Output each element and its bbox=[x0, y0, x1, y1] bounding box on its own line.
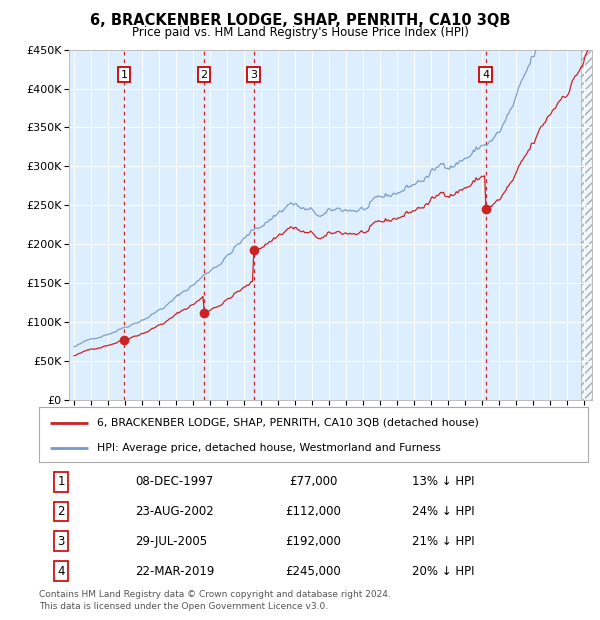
Text: 3: 3 bbox=[57, 535, 65, 547]
Text: 1: 1 bbox=[57, 476, 65, 488]
Text: 29-JUL-2005: 29-JUL-2005 bbox=[135, 535, 207, 547]
Text: 23-AUG-2002: 23-AUG-2002 bbox=[135, 505, 214, 518]
Text: 2: 2 bbox=[200, 69, 208, 79]
Bar bbox=[581, 50, 592, 400]
Text: £192,000: £192,000 bbox=[286, 535, 341, 547]
Text: 21% ↓ HPI: 21% ↓ HPI bbox=[412, 535, 475, 547]
Text: 13% ↓ HPI: 13% ↓ HPI bbox=[412, 476, 475, 488]
Text: 3: 3 bbox=[250, 69, 257, 79]
Text: 6, BRACKENBER LODGE, SHAP, PENRITH, CA10 3QB: 6, BRACKENBER LODGE, SHAP, PENRITH, CA10… bbox=[90, 13, 510, 29]
Text: £77,000: £77,000 bbox=[289, 476, 338, 488]
Text: £112,000: £112,000 bbox=[286, 505, 341, 518]
Text: 2: 2 bbox=[57, 505, 65, 518]
Text: HPI: Average price, detached house, Westmorland and Furness: HPI: Average price, detached house, West… bbox=[97, 443, 440, 453]
Text: Contains HM Land Registry data © Crown copyright and database right 2024.
This d: Contains HM Land Registry data © Crown c… bbox=[39, 590, 391, 611]
Text: 08-DEC-1997: 08-DEC-1997 bbox=[135, 476, 214, 488]
Text: 1: 1 bbox=[121, 69, 127, 79]
Text: 24% ↓ HPI: 24% ↓ HPI bbox=[412, 505, 475, 518]
Text: 4: 4 bbox=[57, 565, 65, 577]
Text: 22-MAR-2019: 22-MAR-2019 bbox=[135, 565, 214, 577]
Text: 4: 4 bbox=[482, 69, 489, 79]
Text: 6, BRACKENBER LODGE, SHAP, PENRITH, CA10 3QB (detached house): 6, BRACKENBER LODGE, SHAP, PENRITH, CA10… bbox=[97, 418, 479, 428]
Text: 20% ↓ HPI: 20% ↓ HPI bbox=[412, 565, 475, 577]
Text: Price paid vs. HM Land Registry's House Price Index (HPI): Price paid vs. HM Land Registry's House … bbox=[131, 26, 469, 39]
Text: £245,000: £245,000 bbox=[286, 565, 341, 577]
Bar bbox=[581, 50, 592, 400]
